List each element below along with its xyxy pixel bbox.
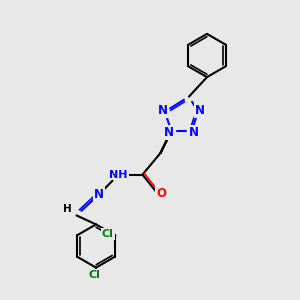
- Text: Cl: Cl: [102, 229, 114, 239]
- Text: O: O: [156, 187, 166, 200]
- Text: H: H: [63, 204, 72, 214]
- Text: N: N: [94, 188, 104, 201]
- Text: N: N: [164, 126, 174, 139]
- Text: NH: NH: [109, 169, 128, 180]
- Text: N: N: [195, 103, 205, 117]
- Text: Cl: Cl: [88, 269, 101, 280]
- Text: N: N: [158, 103, 168, 117]
- Text: N: N: [189, 126, 199, 139]
